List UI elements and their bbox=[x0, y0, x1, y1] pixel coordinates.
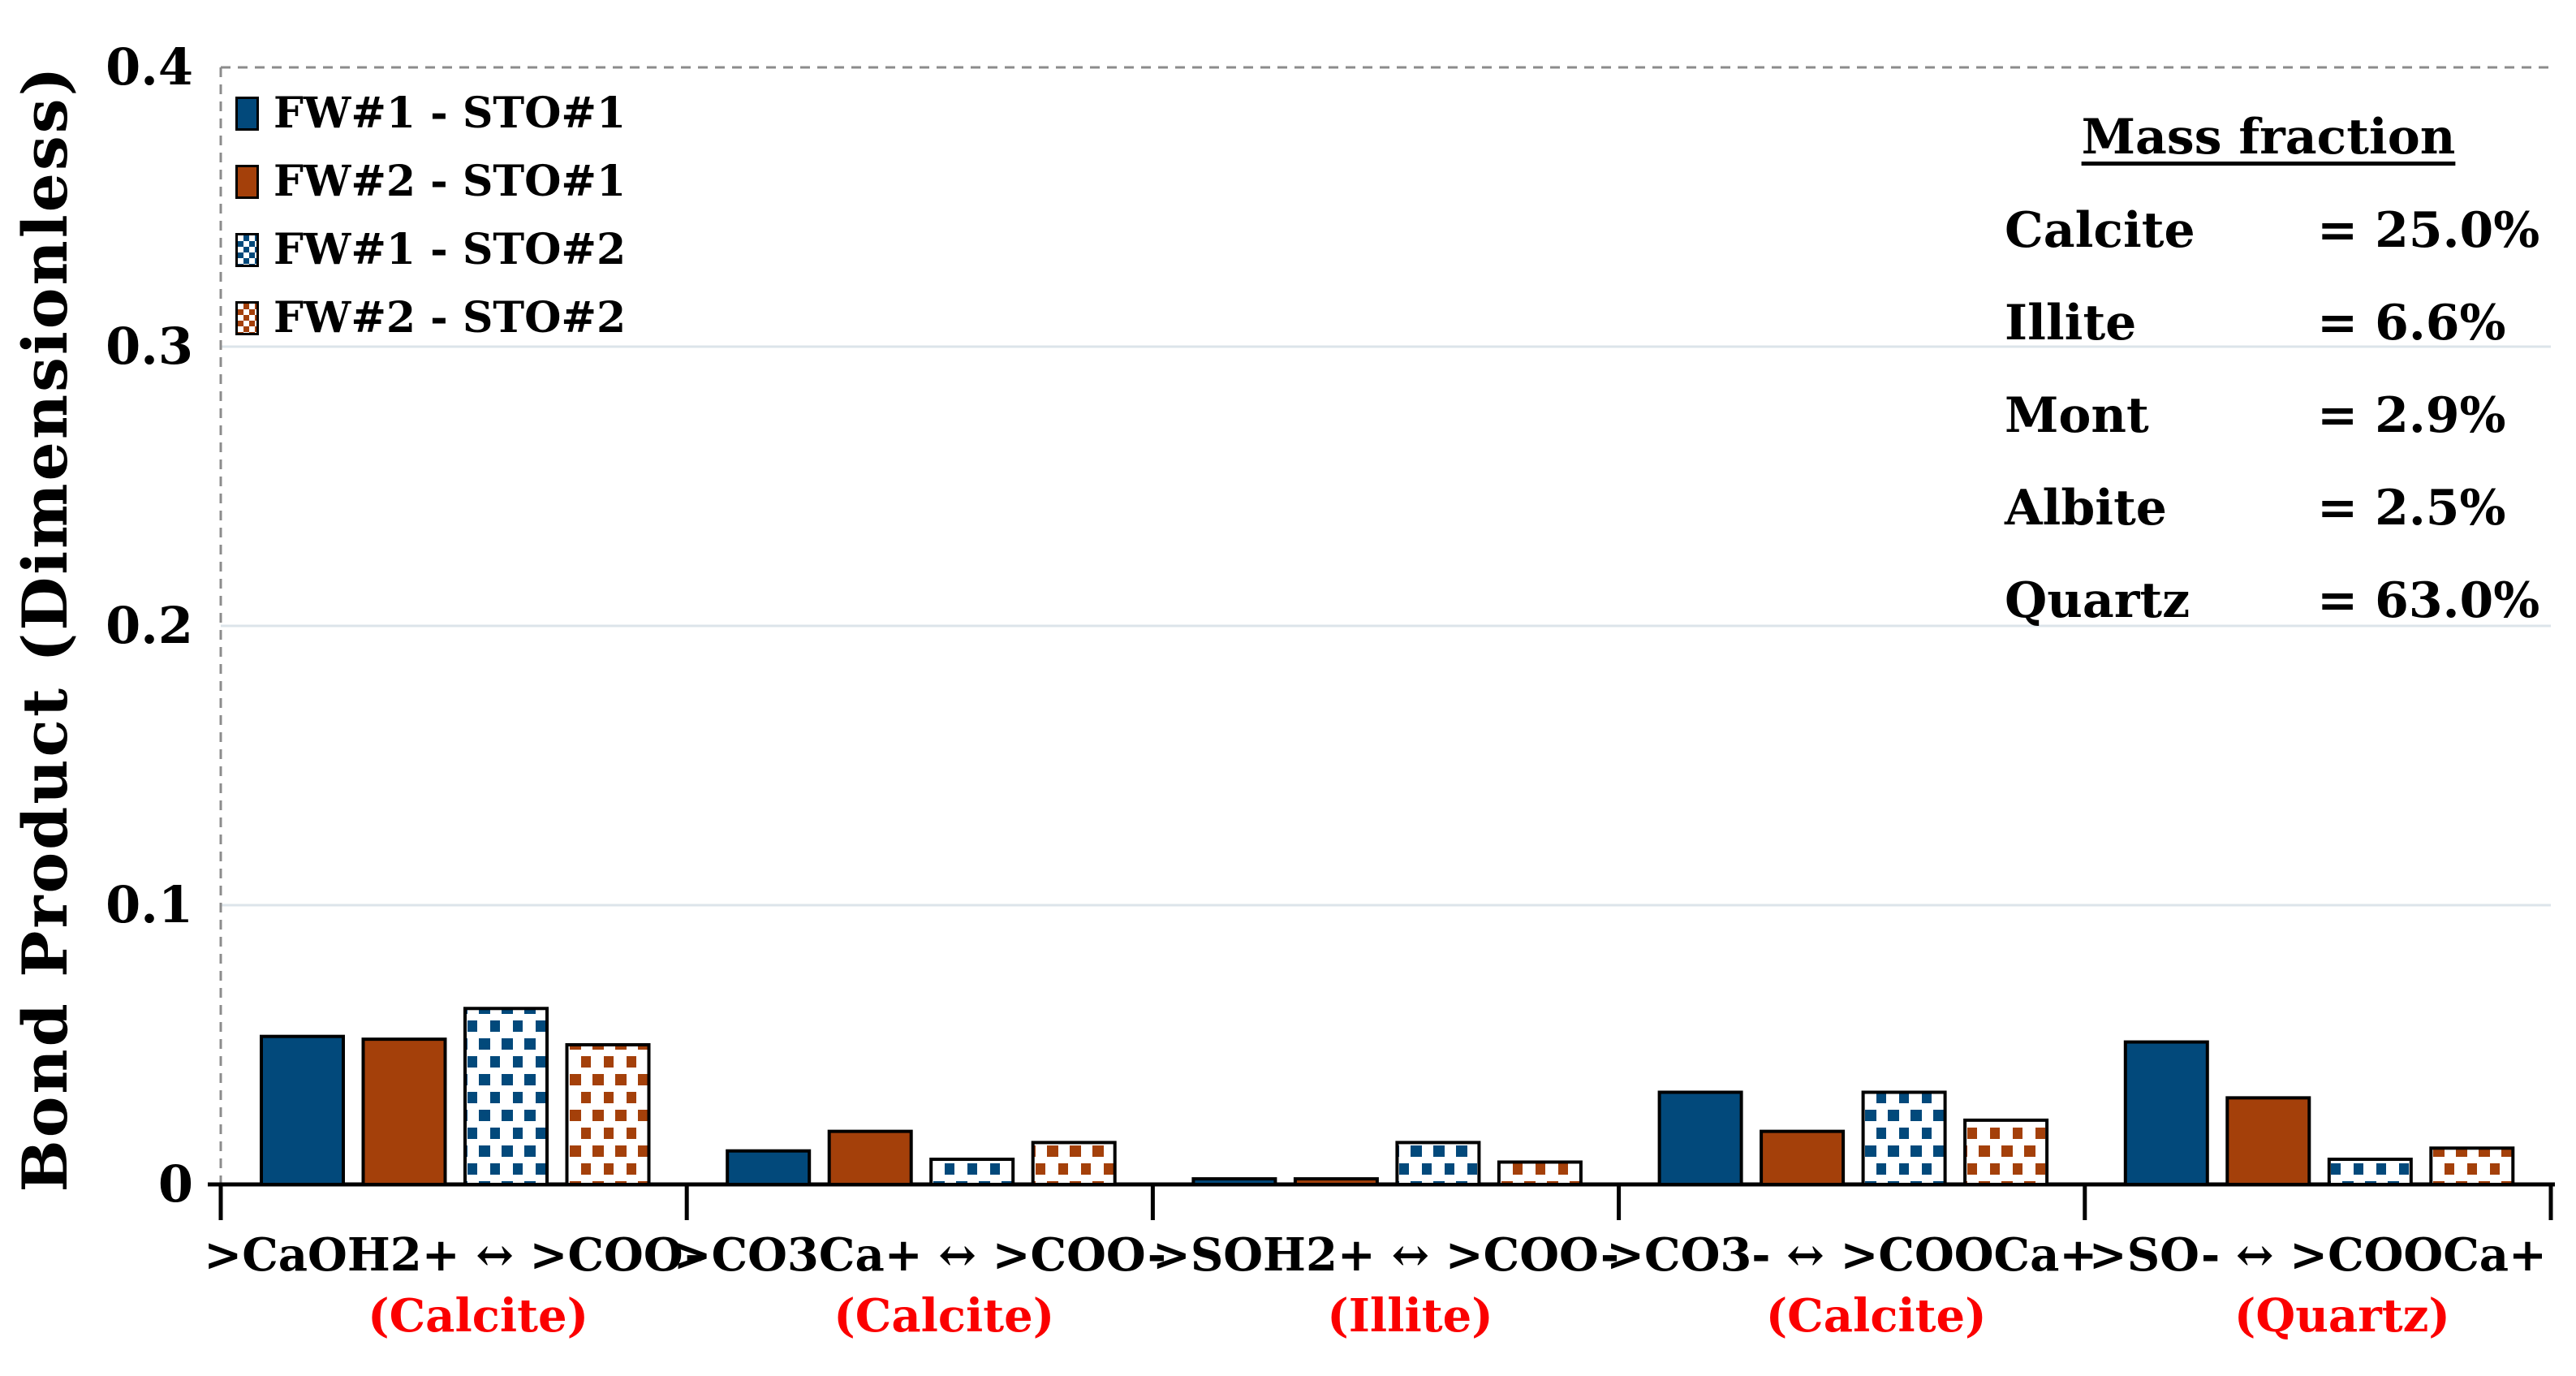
mineral-percentage: = 2.5% bbox=[2317, 480, 2506, 537]
mineral-name: Calcite bbox=[2005, 202, 2195, 259]
x-category-mineral: (Calcite) bbox=[368, 1289, 589, 1343]
bar-fw1-sto1-cat1 bbox=[260, 1034, 345, 1187]
mass-fraction-row: Mont = 2.9% bbox=[2005, 369, 2532, 462]
bar-fw1-sto2-cat4 bbox=[1861, 1090, 1947, 1186]
legend-label: FW#2 - STO#2 bbox=[274, 293, 627, 343]
bar-fw1-sto1-cat2 bbox=[726, 1149, 812, 1186]
mass-fraction-row: Illite = 6.6% bbox=[2005, 277, 2532, 369]
legend-marker-checker bbox=[235, 233, 259, 267]
x-category-reaction: >CO3Ca+ ↔ >COO- bbox=[673, 1228, 1166, 1282]
bar-fw1-sto2-cat2 bbox=[929, 1158, 1015, 1187]
bar-fw2-sto2-cat4 bbox=[1963, 1118, 2049, 1187]
legend-marker-solid bbox=[235, 97, 259, 131]
bar-fw1-sto2-cat1 bbox=[463, 1007, 549, 1187]
bar-fw1-sto2-cat3 bbox=[1395, 1141, 1481, 1187]
mass-fraction-annotation: Mass fraction Calcite = 25.0% Illite = 6.6%… bbox=[2005, 108, 2539, 647]
bar-fw2-sto2-cat3 bbox=[1497, 1160, 1583, 1186]
mineral-name: Mont bbox=[2005, 387, 2149, 444]
mineral-percentage: = 2.9% bbox=[2317, 387, 2506, 444]
x-category-reaction: >CaOH2+ ↔ >COO- bbox=[204, 1228, 704, 1282]
mass-fraction-title: Mass fraction bbox=[2081, 109, 2456, 166]
bar-fw2-sto2-cat1 bbox=[565, 1043, 651, 1186]
y-tick-label: 0.4 bbox=[106, 37, 193, 97]
bar-fw1-sto2-cat5 bbox=[2327, 1158, 2413, 1187]
mineral-percentage: = 63.0% bbox=[2317, 572, 2540, 629]
x-category-reaction: >SOH2+ ↔ >COO- bbox=[1152, 1228, 1620, 1282]
mass-fraction-row: Calcite = 25.0% bbox=[2005, 184, 2539, 277]
legend-item: FW#2 - STO#2 bbox=[235, 284, 626, 352]
bar-fw1-sto1-cat5 bbox=[2123, 1040, 2209, 1187]
x-category-reaction: >CO3- ↔ >COOCa+ bbox=[1606, 1228, 2098, 1282]
y-tick-label: 0 bbox=[157, 1154, 193, 1214]
legend-label: FW#1 - STO#1 bbox=[274, 88, 627, 138]
bar-fw1-sto1-cat4 bbox=[1657, 1090, 1743, 1186]
y-tick-label: 0.3 bbox=[106, 317, 193, 376]
mineral-name: Albite bbox=[2005, 480, 2167, 537]
bar-fw2-sto2-cat2 bbox=[1031, 1141, 1117, 1187]
legend-item: FW#2 - STO#1 bbox=[235, 148, 626, 216]
legend-label: FW#1 - STO#2 bbox=[274, 225, 627, 274]
legend-marker-checker bbox=[235, 301, 259, 335]
legend-item: FW#1 - STO#1 bbox=[235, 80, 626, 148]
y-tick-label: 0.1 bbox=[106, 875, 193, 934]
mineral-percentage: = 25.0% bbox=[2317, 202, 2540, 259]
legend: FW#1 - STO#1 FW#2 - STO#1 FW#1 - STO#2 FW#2… bbox=[235, 80, 626, 352]
bar-fw2-sto1-cat5 bbox=[2225, 1096, 2311, 1186]
legend-marker-solid bbox=[235, 165, 259, 199]
bar-fw1-sto1-cat3 bbox=[1191, 1177, 1277, 1186]
legend-item: FW#1 - STO#2 bbox=[235, 216, 626, 284]
bar-fw2-sto1-cat3 bbox=[1293, 1177, 1379, 1186]
x-category-mineral: (Calcite) bbox=[834, 1289, 1055, 1343]
bar-fw2-sto1-cat4 bbox=[1760, 1129, 1846, 1187]
mineral-name: Illite bbox=[2005, 295, 2137, 352]
x-category-mineral: (Calcite) bbox=[1765, 1289, 1987, 1343]
mass-fraction-rows: Calcite = 25.0% Illite = 6.6% Mont = 2.9% Albi… bbox=[2005, 184, 2539, 647]
bar-fw2-sto1-cat1 bbox=[361, 1037, 447, 1186]
mineral-name: Quartz bbox=[2005, 572, 2190, 629]
mineral-percentage: = 6.6% bbox=[2317, 295, 2506, 352]
x-category-reaction: >SO- ↔ >COOCa+ bbox=[2088, 1228, 2547, 1282]
y-tick-label: 0.2 bbox=[106, 596, 193, 655]
mass-fraction-row: Albite = 2.5% bbox=[2005, 462, 2532, 554]
bar-fw2-sto2-cat5 bbox=[2429, 1146, 2515, 1187]
legend-label: FW#2 - STO#1 bbox=[274, 157, 627, 206]
x-category-mineral: (Illite) bbox=[1327, 1289, 1493, 1343]
mass-fraction-row: Quartz = 63.0% bbox=[2005, 554, 2539, 647]
x-category-mineral: (Quartz) bbox=[2234, 1289, 2450, 1343]
bar-fw2-sto1-cat2 bbox=[827, 1129, 913, 1187]
